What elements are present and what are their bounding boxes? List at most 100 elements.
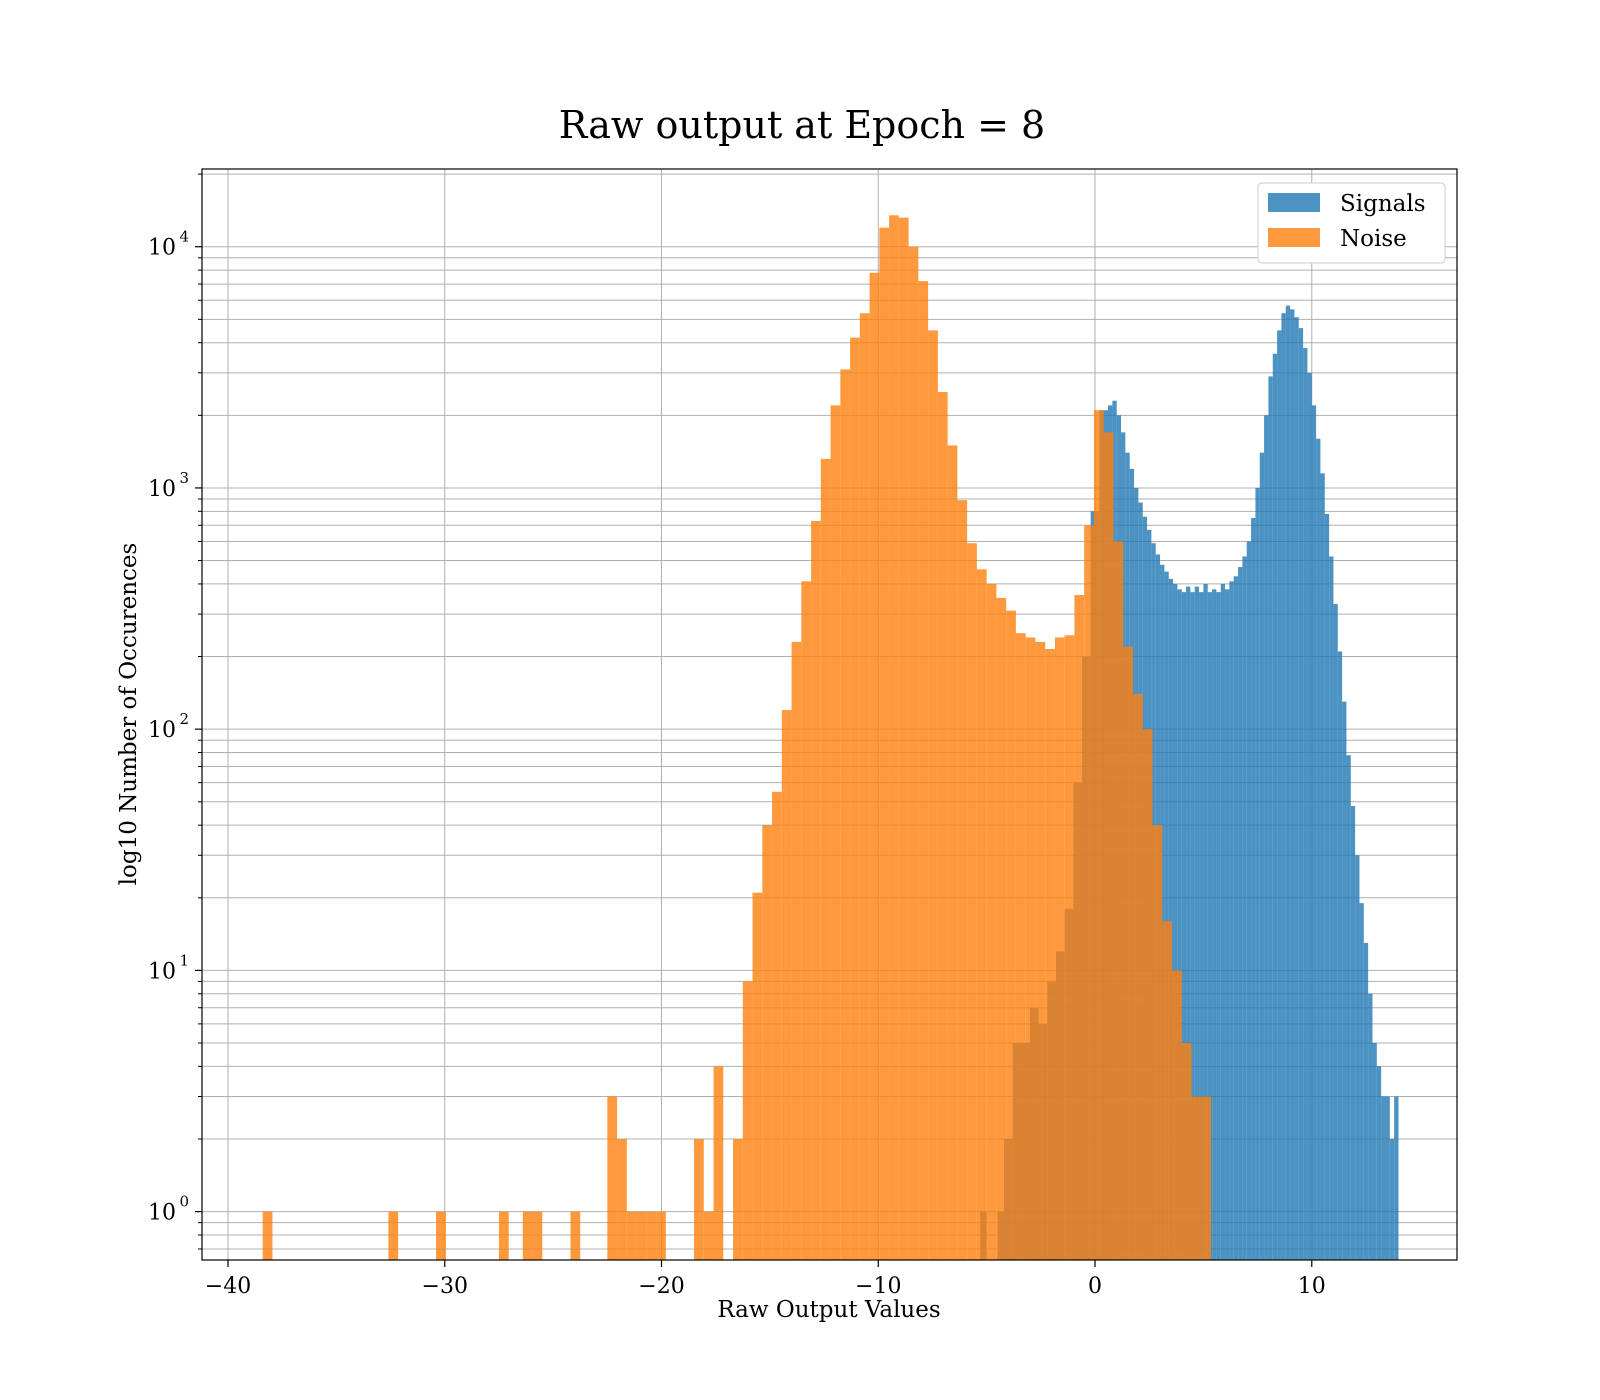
noise-bar — [436, 1211, 446, 1260]
noise-bar — [1201, 1096, 1211, 1260]
bars — [262, 215, 1399, 1261]
legend-label-noise: Noise — [1340, 226, 1407, 252]
signals-bar — [1264, 415, 1269, 1260]
y-tick-exponent: 4 — [179, 228, 189, 246]
signals-bar — [1363, 942, 1369, 1260]
noise-bar — [889, 215, 899, 1260]
noise-bar — [1191, 1096, 1202, 1260]
signals-bar — [1303, 348, 1308, 1261]
noise-bar — [820, 458, 831, 1261]
noise-bar — [607, 1096, 618, 1260]
noise-bar — [522, 1211, 533, 1260]
signals-bar — [1242, 556, 1247, 1260]
noise-bar — [967, 543, 977, 1260]
plot-area-frame — [201, 168, 1458, 1261]
signals-bar — [1320, 473, 1325, 1260]
noise-bar — [772, 791, 782, 1260]
signals-bar — [1298, 328, 1304, 1261]
signals-bar — [1333, 604, 1338, 1260]
x-tick-label: 10 — [1298, 1274, 1326, 1299]
signals-bar — [1216, 592, 1221, 1260]
signals-bar — [1181, 592, 1187, 1260]
signals-bar — [1376, 1066, 1382, 1260]
x-axis-label: Raw Output Values — [717, 1297, 940, 1323]
legend-swatch-signals — [1268, 193, 1320, 212]
signals-bar — [1173, 583, 1178, 1260]
noise-bar — [1123, 646, 1133, 1260]
noise-bar — [986, 583, 997, 1260]
signals-bar — [1199, 592, 1204, 1260]
signals-bar — [1186, 586, 1191, 1260]
noise-bar — [898, 217, 909, 1260]
noise-bar — [1132, 693, 1143, 1260]
y-tick-exponent: 2 — [179, 710, 189, 728]
noise-bar — [1006, 610, 1016, 1260]
noise-bar — [850, 337, 860, 1260]
noise-bar — [1162, 921, 1172, 1260]
x-tick-label: −10 — [855, 1274, 901, 1299]
signals-bar — [1203, 583, 1208, 1260]
noise-bar — [928, 330, 938, 1260]
signals-bar — [1324, 513, 1330, 1260]
noise-bar — [996, 597, 1007, 1260]
noise-bar — [703, 1211, 714, 1260]
signals-bar — [1272, 353, 1278, 1261]
noise-bar — [937, 391, 948, 1260]
signals-bar — [1251, 518, 1256, 1260]
signals-bar — [1194, 586, 1200, 1260]
noise-bar — [957, 500, 968, 1260]
noise-bar — [791, 641, 802, 1260]
noise-bar — [1084, 525, 1094, 1260]
signals-bar — [1207, 592, 1213, 1260]
noise-bar — [879, 227, 890, 1261]
signals-bar — [1355, 855, 1360, 1260]
noise-bar — [656, 1211, 666, 1260]
signals-bar — [1246, 541, 1252, 1260]
noise-bar — [801, 581, 812, 1260]
signals-bar — [1285, 305, 1291, 1260]
signals-bar — [1394, 1096, 1399, 1260]
y-tick-label: 10 — [148, 477, 176, 502]
signals-bar — [1168, 578, 1174, 1260]
signals-bar — [1290, 309, 1295, 1260]
signals-bar — [1342, 701, 1347, 1260]
signals-bar — [1311, 405, 1317, 1261]
signals-bar — [1372, 1042, 1377, 1260]
noise-bar — [1015, 633, 1026, 1260]
legend-swatch-noise — [1268, 228, 1320, 247]
noise-bar — [1025, 637, 1036, 1260]
chart-title: Raw output at Epoch = 8 — [559, 103, 1045, 147]
signals-bar — [1233, 576, 1239, 1260]
signals-bar — [1177, 589, 1182, 1260]
x-tick-label: 0 — [1088, 1274, 1102, 1299]
noise-bar — [1103, 432, 1114, 1260]
signals-bar — [1255, 487, 1260, 1260]
signals-bar — [1350, 806, 1356, 1260]
noise-bar — [976, 569, 987, 1260]
signals-bar — [1220, 583, 1226, 1260]
noise-bar — [762, 825, 773, 1260]
noise-bar — [1064, 635, 1075, 1260]
x-tick-label: −40 — [205, 1274, 251, 1299]
noise-bar — [1054, 637, 1065, 1260]
noise-bar — [262, 1211, 273, 1260]
noise-bar — [1181, 1042, 1192, 1260]
legend-label-signals: Signals — [1340, 191, 1426, 217]
noise-bar — [869, 272, 880, 1260]
y-tick-exponent: 0 — [179, 1193, 189, 1211]
signals-bar — [1268, 376, 1273, 1260]
noise-bar — [918, 281, 929, 1260]
signals-bar — [1307, 372, 1312, 1260]
signals-bar — [1277, 330, 1282, 1260]
noise-bar — [498, 1211, 509, 1260]
noise-bar — [947, 445, 958, 1260]
noise-bar — [1045, 648, 1055, 1260]
noise-bar — [811, 520, 821, 1260]
signals-bar — [1229, 581, 1234, 1260]
noise-bar — [742, 981, 753, 1260]
signals-bar — [1346, 755, 1351, 1260]
noise-bar — [1152, 825, 1163, 1260]
x-tick-label: −30 — [422, 1274, 468, 1299]
noise-bar — [908, 246, 919, 1261]
